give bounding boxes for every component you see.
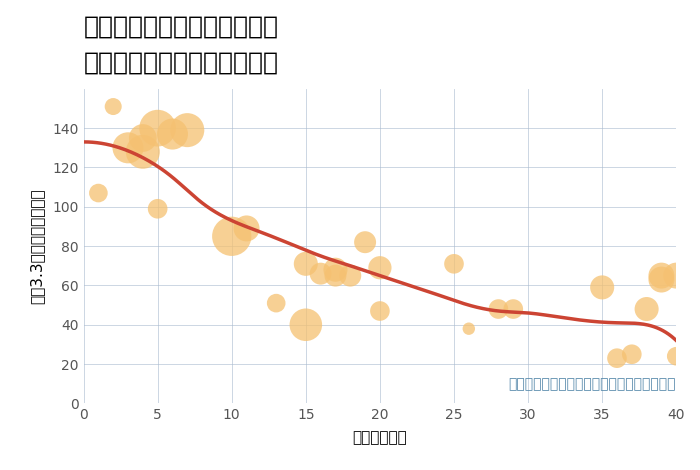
Point — [360, 238, 371, 246]
Point — [315, 270, 326, 277]
Point — [182, 126, 193, 134]
Point — [611, 354, 622, 362]
Text: 奈良県奈良市田原春日野町の
築年数別中古マンション価格: 奈良県奈良市田原春日野町の 築年数別中古マンション価格 — [83, 15, 279, 74]
Point — [374, 264, 386, 272]
Point — [493, 306, 504, 313]
X-axis label: 築年数（年）: 築年数（年） — [353, 431, 407, 446]
Point — [167, 130, 178, 138]
Point — [122, 144, 134, 152]
Point — [641, 306, 652, 313]
Point — [330, 272, 341, 279]
Point — [137, 134, 148, 142]
Point — [449, 260, 460, 267]
Point — [671, 352, 682, 360]
Point — [226, 233, 237, 240]
Point — [374, 307, 386, 315]
Point — [241, 225, 252, 232]
Point — [463, 325, 475, 332]
Point — [626, 351, 638, 358]
Point — [656, 272, 667, 279]
Point — [596, 284, 608, 291]
Point — [300, 260, 312, 267]
Point — [671, 272, 682, 279]
Point — [93, 189, 104, 197]
Point — [508, 306, 519, 313]
Point — [300, 321, 312, 329]
Point — [152, 125, 163, 132]
Point — [330, 266, 341, 274]
Point — [152, 205, 163, 212]
Text: 円の大きさは、取引のあった物件面積を示す: 円の大きさは、取引のあった物件面積を示す — [509, 377, 676, 391]
Point — [108, 103, 119, 110]
Point — [271, 299, 282, 307]
Point — [344, 272, 356, 279]
Point — [656, 276, 667, 283]
Y-axis label: 坪（3.3㎡）単価（万円）: 坪（3.3㎡）単価（万円） — [29, 188, 44, 304]
Point — [137, 148, 148, 156]
